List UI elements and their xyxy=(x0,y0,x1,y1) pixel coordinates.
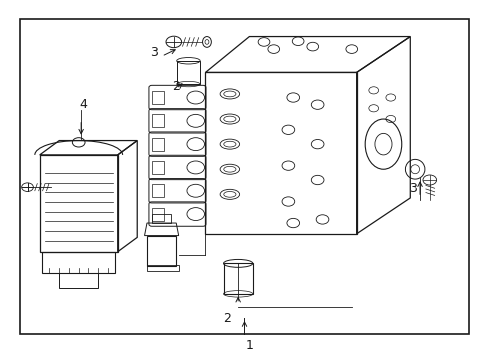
Bar xyxy=(20,19,468,334)
Bar xyxy=(147,265,178,271)
Bar xyxy=(152,138,163,150)
Bar xyxy=(152,91,163,104)
Text: 3: 3 xyxy=(150,46,158,59)
Text: 2: 2 xyxy=(172,80,180,93)
Bar xyxy=(152,184,163,197)
Text: 4: 4 xyxy=(80,98,87,111)
Bar xyxy=(152,214,171,223)
Text: 3: 3 xyxy=(408,183,416,195)
Bar xyxy=(223,264,252,294)
Bar xyxy=(152,114,163,127)
Bar xyxy=(152,208,163,221)
Bar xyxy=(176,61,200,84)
Text: 1: 1 xyxy=(245,339,253,352)
Bar xyxy=(152,161,163,174)
Bar xyxy=(59,273,98,288)
Text: 2: 2 xyxy=(223,311,231,325)
